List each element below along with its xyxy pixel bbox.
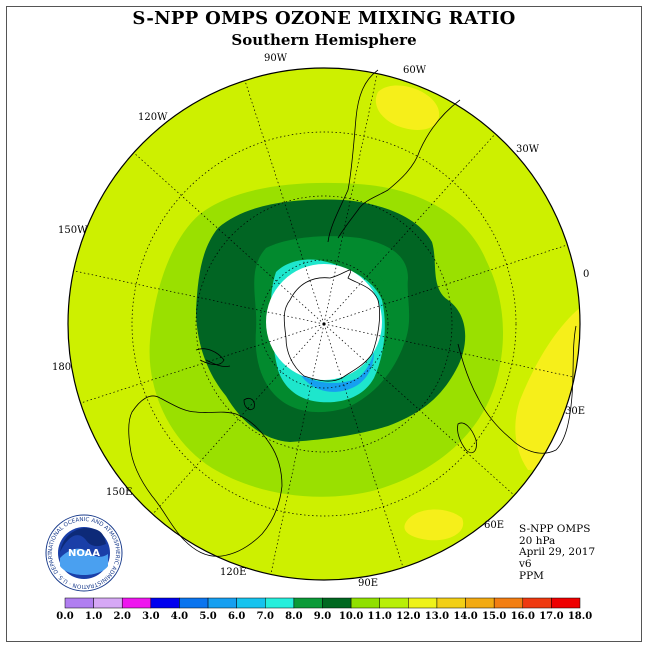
lon-label-180: 180: [52, 362, 71, 373]
south-pole-marker: [322, 322, 326, 326]
meridian-line: [73, 270, 325, 325]
map-subtitle: Southern Hemisphere: [231, 31, 417, 49]
ozone-patch-high-3: [404, 509, 464, 541]
lon-label-120w: 120W: [138, 112, 168, 123]
latitude-circle: [259, 259, 389, 389]
lon-label-90e: 90E: [358, 578, 378, 589]
australia-coastline: [128, 395, 283, 557]
coastlines: [128, 69, 577, 557]
meridian-line: [270, 323, 325, 575]
ozone-patch-9-east: [374, 249, 403, 284]
antarctica-coastline: [283, 269, 380, 382]
lon-label-90w: 90W: [264, 53, 288, 64]
graticule: [73, 73, 575, 575]
info-version: v6: [519, 558, 532, 571]
latitude-circle: [195, 195, 453, 453]
meridian-line: [323, 133, 496, 325]
noaa-logo-text: NOAA: [68, 548, 100, 559]
tasmania-coastline: [243, 398, 255, 410]
lon-label-60e: 60E: [484, 520, 504, 531]
madagascar-coastline: [457, 422, 477, 454]
info-date: April 29, 2017: [519, 546, 596, 559]
meridian-line: [244, 80, 325, 325]
info-instrument: S-NPP OMPS: [519, 523, 591, 535]
lon-label-30w: 30W: [516, 144, 540, 155]
lon-label-150e: 150E: [106, 487, 132, 498]
map-title: S-NPP OMPS OZONE MIXING RATIO: [132, 8, 516, 29]
meridian-line: [152, 323, 325, 515]
meridian-line: [133, 152, 325, 325]
product-info: S-NPP OMPS 20 hPa April 29, 2017 v6 PPM: [519, 523, 596, 583]
new-zealand-coastline: [195, 348, 231, 367]
lon-label-0: 0: [583, 269, 589, 280]
image-frame: [6, 6, 642, 642]
info-level: 20 hPa: [519, 534, 556, 547]
meridian-line: [80, 323, 325, 404]
meridian-line: [323, 244, 568, 325]
latitude-circle: [131, 131, 517, 517]
lon-label-150w: 150W: [58, 225, 88, 236]
meridian-line: [323, 323, 515, 496]
info-units: PPM: [519, 569, 544, 582]
south-america-coastline: [327, 69, 461, 243]
lon-label-120e: 120E: [220, 567, 246, 578]
meridian-line: [323, 73, 378, 325]
lon-label-30e: 30E: [565, 406, 585, 417]
ozone-patch-high-1: [375, 85, 440, 130]
ozone-band-low: [300, 352, 374, 392]
polar-void: [266, 264, 382, 380]
map-boundary: [67, 67, 581, 581]
lon-label-60w: 60W: [403, 65, 427, 76]
meridian-line: [323, 323, 575, 378]
